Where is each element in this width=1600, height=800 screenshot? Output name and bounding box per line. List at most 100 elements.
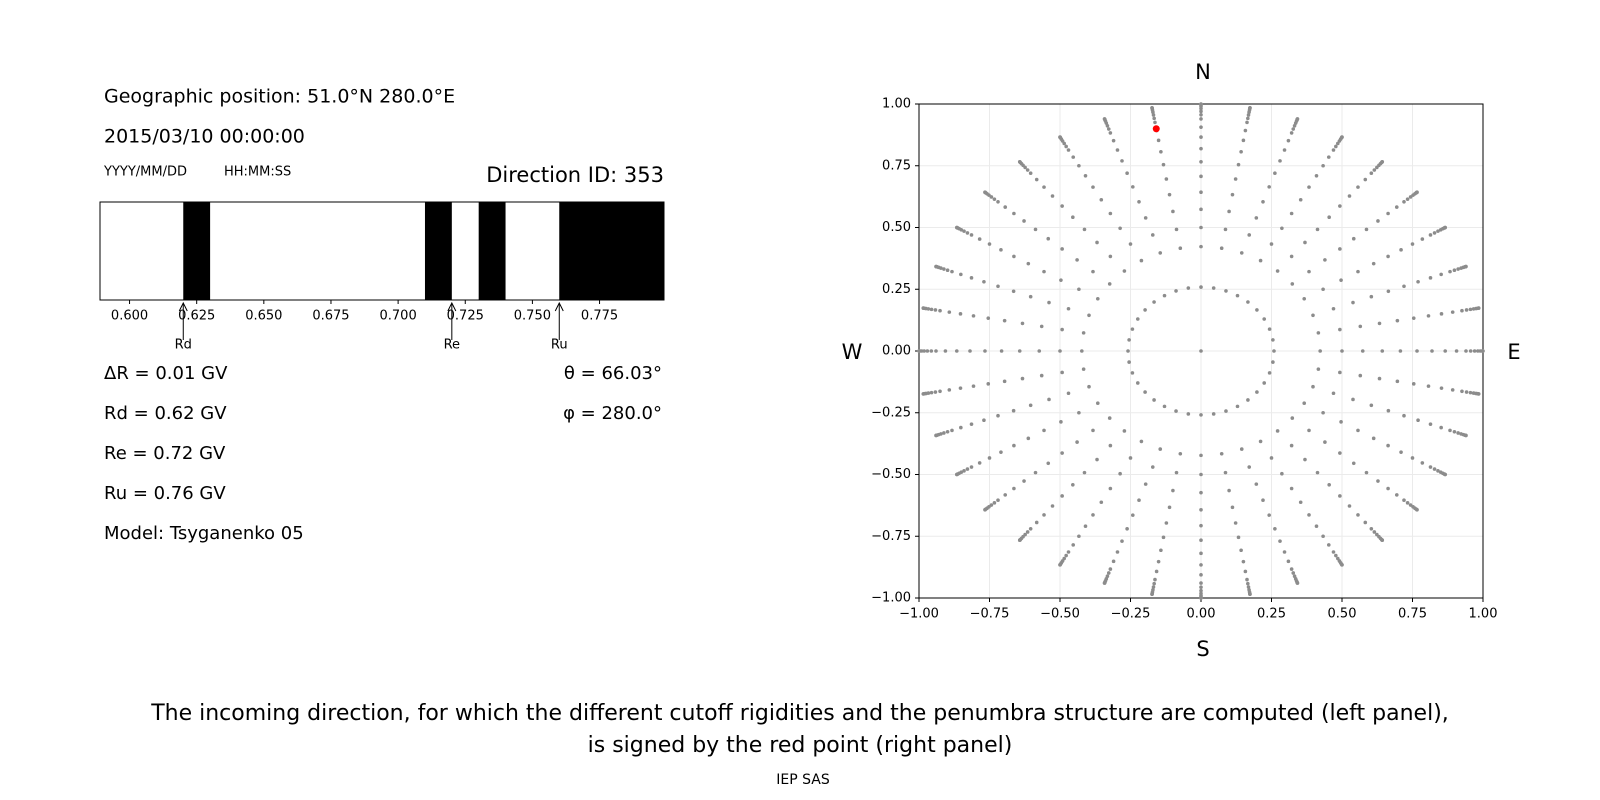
- direction-point: [1261, 200, 1265, 204]
- direction-point: [1159, 149, 1163, 154]
- direction-point: [1080, 349, 1084, 353]
- direction-point: [1436, 469, 1440, 473]
- direction-point: [947, 310, 952, 314]
- direction-point: [1331, 550, 1336, 554]
- direction-point: [1481, 349, 1485, 353]
- direction-point: [996, 498, 1000, 502]
- arrow-head: [554, 301, 564, 312]
- direction-point: [1047, 300, 1051, 305]
- direction-point: [1017, 159, 1022, 164]
- direction-point: [1039, 324, 1044, 329]
- direction-point: [938, 389, 942, 394]
- direction-point: [1246, 398, 1250, 402]
- y-tick-label: −0.25: [871, 405, 911, 420]
- caption-line: The incoming direction, for which the di…: [150, 701, 1449, 726]
- direction-point: [1046, 461, 1051, 466]
- direction-point: [1099, 197, 1104, 202]
- direction-point: [1174, 289, 1178, 293]
- direction-point: [1003, 493, 1008, 497]
- cutoff-label: Re = 0.72 GV: [104, 443, 226, 464]
- direction-point: [1246, 300, 1250, 304]
- direction-point: [1199, 117, 1203, 121]
- direction-point: [1199, 174, 1203, 179]
- direction-point: [1199, 349, 1203, 353]
- direction-point: [1071, 543, 1076, 547]
- direction-point: [1151, 585, 1156, 589]
- direction-point: [1286, 559, 1291, 564]
- direction-point: [1272, 349, 1276, 353]
- direction-point: [969, 276, 974, 280]
- direction-point: [1286, 138, 1291, 143]
- direction-point: [1371, 436, 1376, 441]
- direction-point: [1291, 127, 1296, 131]
- direction-point: [1186, 286, 1191, 290]
- direction-point: [1358, 373, 1363, 378]
- direction-point: [1126, 349, 1130, 353]
- direction-point: [1020, 321, 1025, 326]
- direction-point: [1420, 237, 1425, 241]
- arrow-head: [178, 301, 188, 312]
- direction-point: [1314, 173, 1319, 178]
- direction-point: [1369, 403, 1374, 408]
- x-tick-label: 0.625: [178, 309, 215, 324]
- direction-point: [1289, 254, 1294, 259]
- forbidden-band: [559, 202, 664, 300]
- direction-point: [1199, 225, 1203, 230]
- direction-point: [1219, 246, 1224, 250]
- cutoff-label: Rd = 0.62 GV: [104, 403, 227, 424]
- direction-point: [1464, 390, 1469, 394]
- direction-point: [1091, 269, 1095, 274]
- direction-point: [1091, 513, 1095, 517]
- direction-point: [1167, 505, 1172, 510]
- direction-point: [1199, 523, 1203, 528]
- direction-point: [1042, 269, 1046, 274]
- direction-point: [1162, 293, 1167, 298]
- direction-point: [992, 197, 997, 201]
- direction-point: [1394, 205, 1399, 209]
- direction-point: [1360, 349, 1365, 353]
- direction-point: [992, 501, 997, 505]
- caption-line: is signed by the red point (right panel): [588, 733, 1013, 758]
- direction-point: [1347, 504, 1352, 508]
- direction-point: [1338, 247, 1342, 251]
- direction-point: [942, 431, 946, 435]
- direction-point: [945, 429, 950, 434]
- theta-label: θ = 66.03°: [564, 363, 662, 384]
- direction-point: [934, 433, 938, 438]
- direction-point: [1153, 577, 1157, 582]
- direction-point: [1152, 398, 1156, 402]
- direction-point: [1106, 127, 1111, 131]
- direction-point: [1050, 504, 1055, 508]
- direction-point: [1316, 367, 1321, 371]
- x-tick-label: 0.25: [1257, 607, 1286, 622]
- direction-point: [1199, 146, 1203, 151]
- direction-point: [1095, 297, 1100, 301]
- direction-point: [1064, 553, 1068, 558]
- direction-point: [1107, 282, 1112, 286]
- direction-point: [1377, 321, 1382, 326]
- direction-point: [1426, 314, 1431, 318]
- direction-point: [1087, 313, 1091, 318]
- direction-point: [1118, 226, 1122, 231]
- time-format: HH:MM:SS: [224, 165, 291, 180]
- direction-point: [1280, 226, 1284, 231]
- direction-point: [1152, 300, 1156, 304]
- direction-point: [1087, 384, 1091, 389]
- direction-point: [1164, 521, 1169, 525]
- direction-point: [1199, 507, 1203, 512]
- direction-point: [1066, 550, 1071, 554]
- direction-point: [1233, 177, 1238, 181]
- direction-point: [1269, 242, 1274, 246]
- x-tick-label: −0.50: [1040, 607, 1080, 622]
- direction-point: [1377, 376, 1382, 381]
- direction-point: [1356, 185, 1360, 189]
- direction-point: [1327, 482, 1331, 487]
- direction-point: [962, 469, 966, 473]
- direction-point: [1358, 324, 1363, 329]
- direction-point: [1415, 190, 1419, 195]
- direction-point: [1323, 440, 1327, 444]
- direction-point: [1039, 373, 1044, 378]
- direction-point: [1351, 461, 1356, 466]
- direction-point: [1295, 581, 1300, 585]
- direction-point: [1351, 300, 1355, 305]
